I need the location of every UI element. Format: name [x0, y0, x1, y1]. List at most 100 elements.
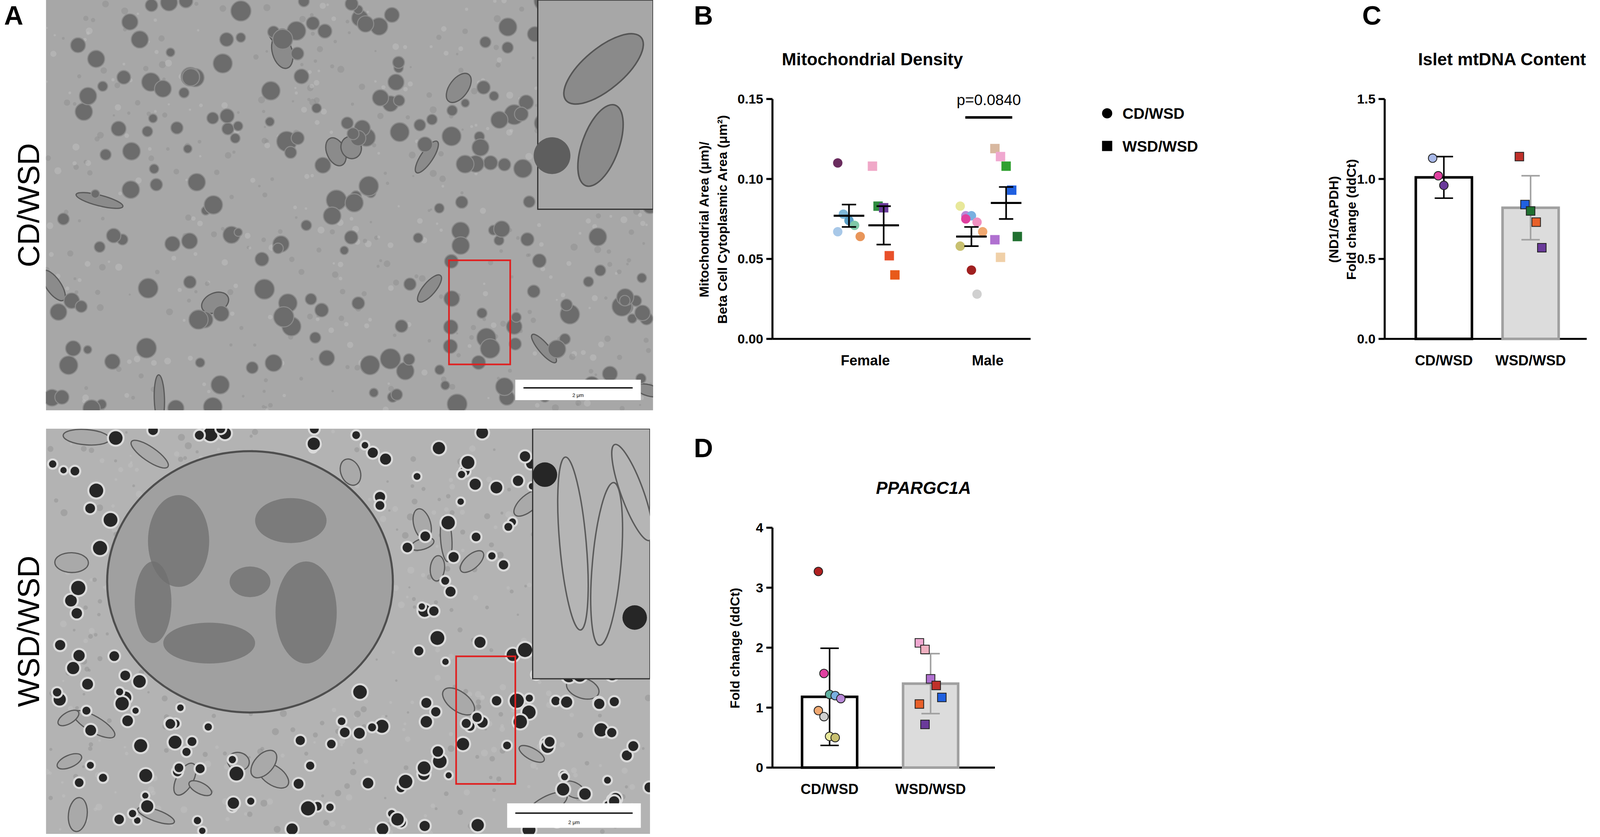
em-texture	[443, 791, 449, 796]
em-granule	[457, 498, 465, 505]
x-tick-label: WSD/WSD	[895, 780, 967, 797]
em-texture	[376, 264, 380, 268]
em-granule	[180, 67, 200, 86]
em-granule	[413, 232, 424, 243]
em-texture	[475, 699, 481, 705]
em-granule	[122, 180, 140, 199]
em-granule	[204, 195, 223, 215]
em-texture	[264, 405, 267, 409]
em-texture	[578, 232, 582, 235]
em-texture	[594, 373, 598, 377]
em-texture	[300, 62, 304, 67]
em-texture	[619, 405, 625, 411]
em-granule-halo	[298, 798, 318, 818]
em-granule	[360, 355, 380, 375]
em-granule	[457, 470, 465, 478]
em-texture	[88, 742, 93, 747]
em-texture	[469, 335, 474, 340]
em-texture	[501, 0, 507, 4]
em-granule	[376, 823, 389, 834]
em-granule	[603, 776, 611, 784]
em-granule-halo	[80, 676, 95, 692]
em-granule-halo	[202, 721, 214, 733]
em-texture	[197, 220, 203, 227]
em-texture	[616, 269, 622, 275]
em-texture	[147, 691, 150, 694]
em-granule-halo	[516, 640, 535, 659]
em-texture	[606, 249, 611, 254]
em-texture	[310, 31, 316, 36]
em-mitochondrion	[66, 796, 90, 833]
em-texture	[457, 626, 463, 633]
em-texture	[532, 351, 538, 356]
em-granule	[213, 305, 229, 322]
em-texture	[331, 707, 336, 712]
em-granule	[498, 158, 511, 171]
em-granule	[421, 697, 432, 708]
em-texture	[616, 354, 622, 360]
em-texture	[99, 264, 106, 271]
y-tick	[766, 257, 773, 260]
em-texture	[403, 722, 407, 725]
em-granule	[432, 746, 444, 757]
em-granule	[75, 300, 88, 313]
em-granule-halo	[426, 604, 441, 618]
em-texture	[496, 57, 502, 63]
em-granule	[441, 380, 450, 390]
em-texture	[595, 213, 601, 219]
em-granule	[235, 32, 246, 43]
em-granule-halo	[389, 810, 406, 828]
em-granule	[67, 661, 80, 674]
scale-bar	[515, 812, 633, 814]
em-texture	[77, 278, 82, 283]
em-granule	[451, 236, 470, 255]
data-point	[867, 161, 877, 171]
em-texture	[407, 566, 415, 574]
em-granule	[91, 189, 100, 199]
em-texture	[88, 447, 95, 453]
em-texture	[480, 749, 488, 757]
em-granule	[358, 176, 379, 196]
em-background	[46, 428, 650, 834]
em-granule	[79, 87, 97, 105]
em-granule	[182, 747, 191, 756]
em-texture	[85, 160, 92, 167]
annotation: p=0.0840	[956, 91, 1021, 109]
em-granule-halo	[46, 458, 59, 470]
em-granule	[444, 254, 459, 268]
em-granule	[339, 727, 350, 738]
em-granule-halo	[337, 725, 352, 740]
em-texture	[447, 744, 455, 752]
em-granule	[309, 332, 321, 343]
em-texture	[575, 400, 582, 406]
em-texture	[515, 308, 519, 311]
em-granule	[230, 133, 241, 144]
em-texture	[211, 713, 217, 718]
em-granule	[148, 114, 158, 123]
em-texture	[506, 129, 513, 136]
data-point	[833, 158, 843, 168]
em-texture	[313, 59, 318, 63]
em-mitochondrion	[74, 189, 124, 212]
em-texture	[403, 86, 408, 92]
em-texture	[367, 497, 372, 502]
em-texture	[294, 87, 297, 90]
em-mitochondrion	[336, 455, 365, 489]
em-granule	[384, 7, 400, 23]
em-texture	[279, 709, 287, 717]
em-texture	[496, 776, 502, 782]
em-granule	[548, 340, 566, 358]
em-texture	[98, 739, 101, 742]
em-texture	[427, 208, 431, 212]
em-granule-halo	[558, 694, 575, 710]
em-texture	[458, 67, 464, 73]
em-granule-halo	[455, 496, 467, 507]
em-granule	[434, 203, 445, 214]
em-texture	[129, 454, 132, 457]
em-granule-halo	[374, 821, 391, 834]
em-granule	[498, 560, 509, 570]
em-granule	[491, 695, 502, 706]
em-granule	[164, 236, 181, 252]
data-point	[955, 201, 965, 211]
em-texture	[387, 382, 390, 385]
